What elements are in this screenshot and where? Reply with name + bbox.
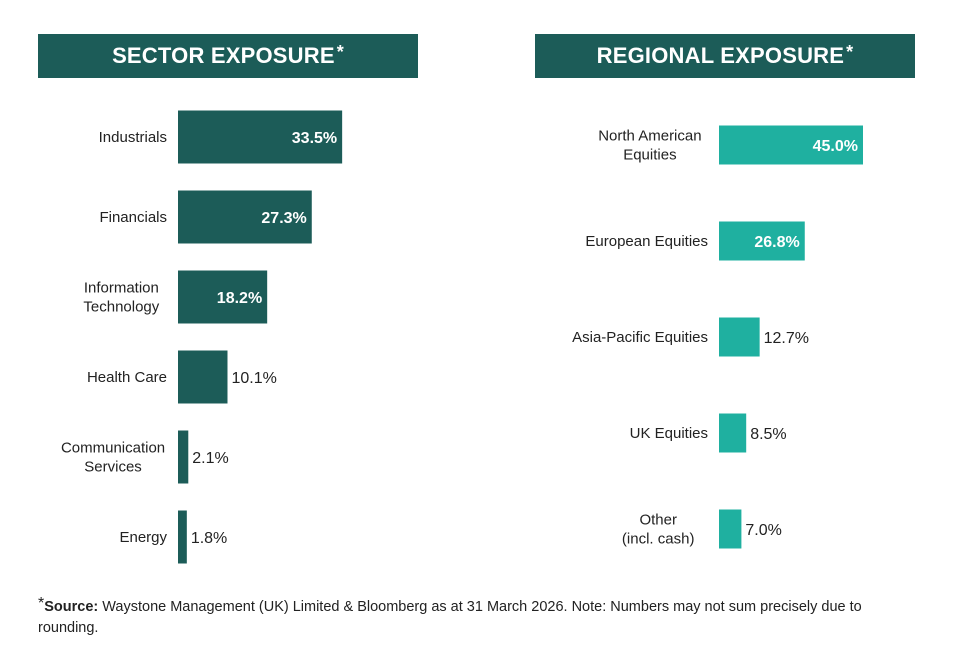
source-label: Source:: [44, 599, 99, 615]
value-label-2: 18.2%: [217, 290, 262, 307]
bar-2: [719, 317, 760, 357]
category-label-line: Technology: [83, 299, 159, 316]
category-label-3: UK Equities: [630, 425, 708, 442]
source-footnote: *Source: Waystone Management (UK) Limite…: [38, 595, 918, 639]
category-label-line: Information: [84, 280, 159, 297]
category-label-line: Equities: [623, 147, 676, 164]
category-label-line: Other: [639, 512, 677, 529]
bar-2: [178, 270, 268, 324]
bar-1: [719, 221, 805, 261]
sector-exposure-chart: Industrials 33.5% Financials 27.3% Informati…: [61, 110, 343, 564]
sector-exposure-title: SECTOR EXPOSURE *: [38, 34, 418, 78]
bar-4: [178, 430, 189, 484]
value-label-1: 26.8%: [754, 234, 799, 251]
bar-1: [178, 190, 312, 244]
category-label-line: European Equities: [585, 233, 708, 250]
category-label-2: Asia-Pacific Equities: [572, 329, 708, 346]
category-label-line: North American: [598, 128, 701, 145]
category-label-1: Financials: [99, 209, 167, 226]
value-label-4: 2.1%: [192, 450, 228, 467]
category-label-line: Communication: [61, 440, 165, 457]
regional-exposure-title-text: REGIONAL EXPOSURE: [596, 43, 845, 68]
category-label-5: Energy: [119, 529, 167, 546]
category-label-4: Communication Services: [61, 440, 165, 476]
bar-3: [719, 413, 747, 453]
value-label-2: 12.7%: [764, 330, 809, 347]
source-text: Waystone Management (UK) Limited & Bloom…: [38, 599, 862, 636]
bar-4: [719, 509, 742, 549]
sector-exposure-title-text: SECTOR EXPOSURE: [112, 43, 335, 68]
category-label-line: (incl. cash): [622, 531, 695, 548]
category-label-line: Asia-Pacific Equities: [572, 329, 708, 346]
bar-0: [178, 110, 343, 164]
regional-exposure-title: REGIONAL EXPOSURE *: [535, 34, 915, 78]
category-label-line: Health Care: [87, 369, 167, 386]
category-label-line: Financials: [99, 209, 167, 226]
title-asterisk: *: [336, 41, 344, 62]
regional-exposure-chart: North American Equities 45.0% European Equi…: [572, 125, 863, 549]
bar-5: [178, 510, 187, 564]
category-label-4: Other (incl. cash): [622, 512, 695, 548]
value-label-3: 10.1%: [231, 370, 276, 387]
category-label-2: Information Technology: [83, 280, 159, 316]
bar-0: [719, 125, 863, 165]
value-label-5: 1.8%: [191, 530, 227, 547]
category-label-line: Energy: [119, 529, 167, 546]
footnote-asterisk: *: [38, 595, 45, 612]
category-label-1: European Equities: [585, 233, 708, 250]
category-label-line: Services: [84, 459, 142, 476]
category-label-line: Industrials: [99, 129, 167, 146]
title-asterisk: *: [846, 41, 854, 62]
value-label-0: 45.0%: [813, 138, 858, 155]
category-label-0: North American Equities: [598, 128, 701, 164]
value-label-4: 7.0%: [745, 522, 781, 539]
category-label-line: UK Equities: [630, 425, 708, 442]
value-label-1: 27.3%: [261, 210, 306, 227]
value-label-3: 8.5%: [750, 426, 786, 443]
value-label-0: 33.5%: [292, 130, 337, 147]
category-label-3: Health Care: [87, 369, 167, 386]
category-label-0: Industrials: [99, 129, 167, 146]
bar-3: [178, 350, 228, 404]
